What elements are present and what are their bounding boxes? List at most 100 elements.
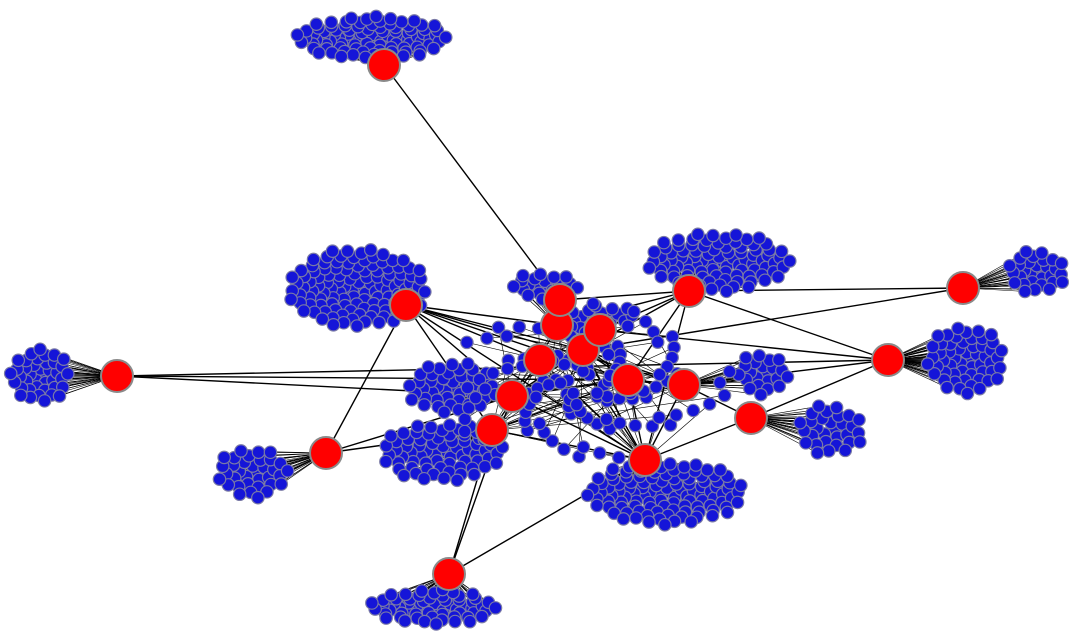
leaf-node	[457, 424, 472, 439]
leaf-node	[33, 342, 47, 357]
leaf-node	[650, 335, 665, 349]
leaf-node	[663, 418, 678, 432]
leaf-node	[418, 285, 432, 299]
hub-node	[734, 401, 768, 435]
leaf-node	[671, 233, 686, 247]
hub-node	[946, 271, 980, 305]
hub-node	[495, 379, 529, 413]
leaf-node	[686, 403, 701, 418]
hub-link	[383, 64, 561, 301]
leaf-node	[642, 515, 656, 529]
hub-node	[672, 274, 706, 308]
leaf-node	[334, 49, 349, 64]
leaf-node	[475, 609, 489, 624]
leaf-node	[410, 419, 425, 434]
leaf-node	[460, 335, 474, 350]
hub-link	[750, 359, 889, 419]
leaf-node	[1054, 256, 1069, 271]
hub-node	[667, 368, 701, 402]
leaf-node	[11, 353, 26, 368]
leaf-node	[810, 446, 825, 460]
leaf-node	[730, 495, 745, 510]
leaf-node	[702, 397, 717, 411]
leaf-node	[491, 320, 506, 335]
hub-node	[432, 557, 466, 591]
leaf-node	[529, 390, 543, 405]
leaf-node	[739, 350, 753, 365]
leaf-node	[297, 304, 311, 318]
leaf-node	[553, 376, 568, 390]
leaf-node	[704, 282, 719, 296]
leaf-node	[506, 279, 521, 294]
leaf-node	[559, 270, 573, 284]
leaf-node	[729, 228, 743, 242]
leaf-node	[545, 434, 560, 448]
leaf-node	[925, 339, 940, 354]
leaf-node	[402, 378, 417, 393]
leaf-node	[642, 261, 657, 275]
leaf-node	[290, 28, 305, 42]
leaf-node	[396, 426, 411, 440]
leaf-node	[427, 18, 442, 33]
leaf-node	[771, 270, 785, 284]
leaf-node	[752, 348, 766, 363]
leaf-node	[752, 231, 766, 245]
leaf-node	[516, 268, 530, 283]
leaf-node	[1055, 275, 1069, 289]
leaf-node	[412, 47, 427, 62]
leaf-node	[325, 244, 340, 259]
leaf-node	[971, 324, 986, 339]
hub-node	[583, 313, 617, 347]
leaf-node	[404, 392, 419, 407]
leaf-node	[60, 367, 75, 381]
hub-link	[559, 290, 690, 301]
leaf-node	[379, 611, 393, 625]
leaf-node	[437, 405, 451, 420]
leaf-node	[793, 415, 807, 430]
leaf-node	[500, 329, 514, 344]
leaf-node	[576, 440, 591, 454]
leaf-node	[294, 263, 309, 278]
leaf-node	[324, 15, 339, 30]
leaf-node	[465, 587, 480, 601]
leaf-node	[652, 410, 666, 425]
leaf-node	[463, 614, 477, 629]
leaf-node	[772, 379, 787, 394]
hub-link	[405, 304, 646, 461]
leaf-node	[654, 269, 669, 284]
leaf-node	[263, 445, 278, 460]
leaf-node	[460, 380, 475, 395]
leaf-node	[1035, 246, 1049, 260]
leaf-node	[1007, 276, 1022, 290]
leaf-node	[486, 366, 500, 381]
leaf-node	[315, 312, 330, 326]
leaf-node	[743, 381, 757, 396]
leaf-node	[741, 280, 756, 294]
leaf-node	[720, 505, 735, 520]
leaf-node	[691, 227, 705, 242]
leaf-node	[461, 401, 476, 415]
leaf-node	[412, 263, 427, 278]
hub-link	[582, 287, 964, 351]
leaf-node	[369, 9, 383, 24]
hub-link	[644, 417, 752, 461]
leaf-node	[251, 490, 265, 505]
leaf-node	[512, 320, 527, 334]
leaf-node	[547, 270, 561, 285]
leaf-node	[838, 443, 853, 458]
leaf-node	[437, 471, 451, 486]
leaf-node	[627, 304, 641, 319]
leaf-node	[717, 388, 732, 403]
leaf-node	[811, 399, 826, 413]
leaf-node	[450, 473, 464, 488]
leaf-node	[365, 596, 379, 610]
leaf-node	[669, 408, 683, 422]
leaf-node	[628, 418, 643, 433]
hub-node	[389, 288, 423, 322]
leaf-node	[417, 471, 431, 486]
leaf-node	[663, 457, 677, 471]
leaf-node	[478, 382, 492, 396]
leaf-node	[489, 456, 504, 470]
hub-node	[475, 413, 509, 447]
